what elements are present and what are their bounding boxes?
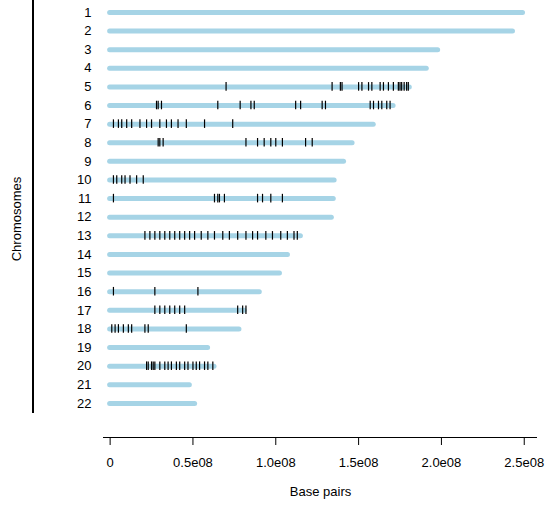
- svg-text:12: 12: [77, 209, 91, 224]
- svg-text:13: 13: [77, 228, 91, 243]
- svg-text:9: 9: [84, 154, 91, 169]
- svg-text:11: 11: [78, 191, 92, 206]
- svg-text:2.0e08: 2.0e08: [422, 455, 462, 470]
- svg-text:10: 10: [77, 172, 91, 187]
- svg-text:4: 4: [84, 60, 91, 75]
- svg-text:2: 2: [84, 23, 91, 38]
- svg-text:1: 1: [84, 5, 91, 20]
- svg-text:18: 18: [77, 321, 91, 336]
- svg-text:0.5e08: 0.5e08: [173, 455, 213, 470]
- svg-text:1.5e08: 1.5e08: [339, 455, 379, 470]
- svg-text:8: 8: [84, 135, 91, 150]
- svg-text:0: 0: [107, 455, 114, 470]
- svg-text:22: 22: [77, 396, 91, 411]
- svg-text:15: 15: [77, 265, 91, 280]
- svg-text:6: 6: [84, 98, 91, 113]
- svg-text:Base pairs: Base pairs: [290, 484, 352, 499]
- svg-text:19: 19: [77, 340, 91, 355]
- svg-text:2.5e08: 2.5e08: [504, 455, 544, 470]
- svg-text:21: 21: [77, 377, 91, 392]
- svg-text:3: 3: [84, 42, 91, 57]
- svg-text:20: 20: [77, 358, 91, 373]
- svg-text:7: 7: [84, 116, 91, 131]
- svg-text:16: 16: [77, 284, 91, 299]
- svg-text:Chromosomes: Chromosomes: [9, 176, 24, 261]
- svg-text:5: 5: [84, 79, 91, 94]
- svg-text:1.0e08: 1.0e08: [256, 455, 296, 470]
- svg-text:14: 14: [77, 247, 91, 262]
- svg-text:17: 17: [77, 302, 91, 317]
